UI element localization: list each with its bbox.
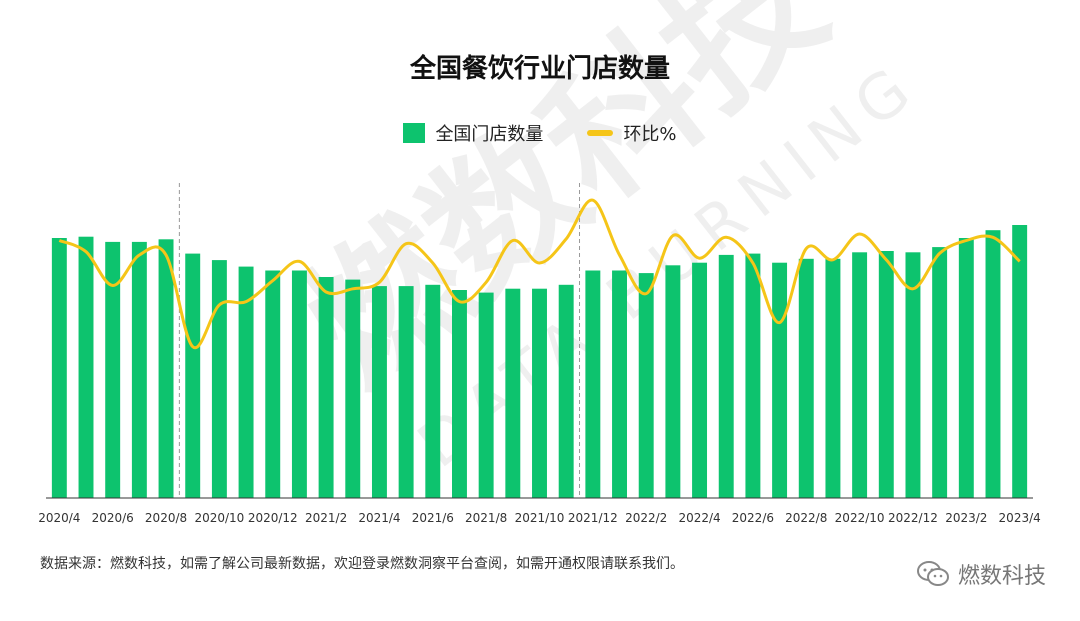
line-series — [58, 198, 1021, 350]
bar-2020/12[interactable] — [265, 270, 281, 499]
bar-2021/3[interactable] — [345, 279, 361, 498]
x-tick-label: 2023/4 — [999, 511, 1041, 525]
bar-2021/5[interactable] — [398, 286, 414, 498]
bar-2021/9[interactable] — [505, 288, 521, 498]
x-axis-tick-labels: 2020/4 2020/6 2020/8 2020/10 2020/12 2021/2 20… — [38, 511, 1041, 525]
x-tick-label: 2020/10 — [194, 511, 244, 525]
bar-2020/5[interactable] — [78, 236, 94, 498]
bar-2020/11[interactable] — [238, 266, 254, 498]
x-tick-label: 2022/2 — [625, 511, 667, 525]
legend-item-bar[interactable]: 全国门店数量 — [403, 120, 543, 146]
legend-swatch-bar — [403, 123, 426, 143]
bar-2021/12[interactable] — [585, 270, 601, 499]
x-tick-label: 2020/4 — [38, 511, 80, 525]
legend-item-line[interactable]: 环比% — [587, 120, 677, 146]
x-tick-label: 2021/10 — [515, 511, 565, 525]
bar-2021/6[interactable] — [425, 284, 441, 498]
x-tick-label: 2022/6 — [732, 511, 774, 525]
legend: 全国门店数量 环比% — [0, 120, 1080, 146]
bar-2020/7[interactable] — [131, 241, 147, 498]
wechat-icon — [916, 561, 949, 586]
x-tick-label: 2022/12 — [888, 511, 938, 525]
bar-2021/1[interactable] — [291, 270, 307, 499]
x-tick-label: 2020/8 — [145, 511, 187, 525]
x-tick-label: 2022/10 — [835, 511, 885, 525]
x-tick-label: 2021/8 — [465, 511, 507, 525]
x-tick-label: 2021/2 — [305, 511, 347, 525]
bar-2022/8[interactable] — [798, 258, 814, 498]
bar-2020/10[interactable] — [211, 260, 227, 498]
bar-2022/12[interactable] — [905, 252, 921, 498]
brand-name: 燃数科技 — [957, 564, 1046, 589]
bar-2022/10[interactable] — [852, 252, 868, 498]
bar-2020/4[interactable] — [51, 238, 67, 498]
bar-2023/2[interactable] — [958, 238, 974, 498]
bar-2022/3[interactable] — [665, 265, 681, 498]
bar-2022/9[interactable] — [825, 258, 841, 498]
chart-title: 全国餐饮行业门店数量 — [409, 54, 670, 84]
bar-2023/4[interactable] — [1012, 225, 1028, 498]
legend-label-bar: 全国门店数量 — [435, 124, 544, 145]
bar-2020/6[interactable] — [105, 241, 121, 498]
source-note: 数据来源：燃数科技，如需了解公司最新数据，欢迎登录燃数洞察平台查阅，如需开通权限… — [40, 556, 684, 572]
bar-series — [51, 225, 1028, 499]
x-tick-label: 2021/12 — [568, 511, 618, 525]
bar-2022/7[interactable] — [772, 262, 788, 498]
bar-2023/1[interactable] — [932, 247, 948, 498]
x-tick-label: 2021/6 — [412, 511, 454, 525]
bar-2022/2[interactable] — [638, 273, 654, 498]
line-mom-change[interactable] — [58, 198, 1021, 350]
x-tick-label: 2022/4 — [678, 511, 720, 525]
bar-2023/3[interactable] — [985, 230, 1001, 498]
bar-2022/5[interactable] — [718, 254, 734, 498]
bar-2021/8[interactable] — [478, 292, 494, 498]
x-tick-label: 2023/2 — [945, 511, 987, 525]
bar-2021/10[interactable] — [532, 288, 547, 498]
brand: 燃数科技 — [916, 558, 1046, 590]
bar-2021/7[interactable] — [452, 290, 467, 498]
bar-2022/6[interactable] — [745, 253, 761, 498]
x-tick-label: 2020/12 — [248, 511, 298, 525]
x-tick-label: 2020/6 — [92, 511, 134, 525]
bar-2021/2[interactable] — [318, 277, 334, 498]
x-tick-label: 2022/8 — [785, 511, 827, 525]
bar-2022/11[interactable] — [878, 251, 894, 498]
bar-2020/9[interactable] — [185, 253, 201, 498]
legend-swatch-line — [587, 130, 614, 136]
bar-2021/11[interactable] — [558, 284, 574, 498]
x-tick-label: 2021/4 — [358, 511, 400, 525]
bar-2020/8[interactable] — [158, 239, 174, 499]
period-dividers — [178, 183, 581, 498]
bar-2021/4[interactable] — [371, 286, 387, 498]
bar-2022/1[interactable] — [612, 270, 627, 499]
legend-label-line: 环比% — [623, 124, 677, 145]
bar-2022/4[interactable] — [692, 262, 708, 498]
